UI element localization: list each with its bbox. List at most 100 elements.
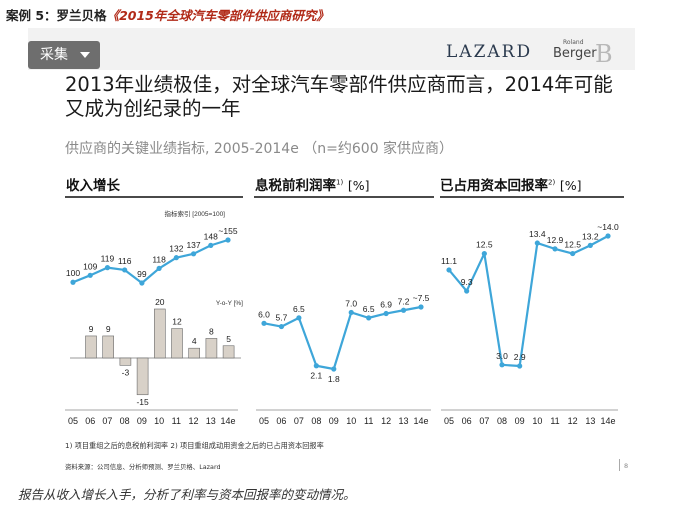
ebit-tick-label: 05 [259, 416, 269, 426]
roce-value-label: 2.9 [514, 352, 526, 362]
roce-tick-label: 10 [532, 416, 542, 426]
roce-point [464, 288, 470, 294]
yoy-bar [85, 335, 97, 359]
roce-line [448, 235, 609, 368]
roce-point [570, 250, 576, 257]
ebit-value-label: 7.2 [398, 296, 410, 306]
ebit-line [263, 305, 422, 371]
roce-tick-label: 05 [444, 416, 454, 426]
ebit-point [296, 315, 302, 321]
roce-point [481, 250, 487, 257]
roce-point [587, 242, 593, 248]
page-number: 8 [624, 462, 629, 470]
panel-rule-revenue [65, 196, 243, 198]
revenue-value-label: 116 [118, 256, 132, 266]
revenue-point [104, 265, 111, 271]
ebit-point [261, 320, 267, 326]
roce-value-label: 9.3 [461, 277, 473, 287]
roce-point [605, 233, 611, 239]
revenue-value-label: 100 [66, 268, 80, 278]
slide-top-bar [28, 28, 635, 70]
yoy-value-label: 12 [172, 317, 182, 327]
roce-tick-label: 13 [585, 416, 595, 426]
revenue-tick-label: 06 [85, 416, 95, 426]
revenue-tick-label: 08 [120, 416, 130, 426]
yoy-value-label: -15 [136, 397, 149, 407]
ebit-point [348, 309, 354, 316]
image-caption: 报告从收入增长入手，分析了利率与资本回报率的变动情况。 [18, 487, 356, 502]
revenue-point [139, 280, 145, 286]
roland-berger-logo: Roland Berger B [551, 38, 621, 68]
revenue-tick-label: 10 [154, 416, 164, 426]
rb-logo-mark: B [595, 40, 613, 68]
ebit-point [400, 307, 407, 313]
roce-value-label: 13.4 [529, 229, 546, 239]
roce-value-label: 12.5 [564, 240, 581, 250]
lazard-logo: LAZARD [446, 42, 533, 62]
panel-rule-ebit [254, 196, 434, 198]
revenue-tick-label: 05 [68, 416, 78, 426]
revenue-tick-label: 14e [220, 416, 235, 426]
revenue-point [122, 267, 128, 273]
roce-value-label: 13.2 [582, 231, 599, 241]
revenue-value-label: 118 [152, 254, 166, 264]
revenue-tick-label: 07 [102, 416, 112, 426]
roce-tick-label: 12 [568, 416, 578, 426]
revenue-value-label: ~155 [218, 226, 237, 236]
ebit-value-label: 7.0 [345, 298, 357, 308]
slide-subtitle: 供应商的关键业绩指标, 2005-2014e （n=约600 家供应商） [65, 141, 454, 157]
yoy-value-label: -3 [122, 367, 130, 377]
panel-title-ebit-sup: 1) [336, 178, 344, 187]
roce-value-label: 11.1 [441, 256, 457, 266]
ebit-value-label: 1.8 [328, 374, 340, 384]
revenue-value-label: 148 [204, 231, 218, 241]
revenue-tick-label: 13 [206, 416, 216, 426]
slide-headline: 2013年业绩极佳，对全球汽车零部件供应商而言，2014年可能又成为创纪录的一年 [65, 73, 613, 120]
page-divider [619, 459, 620, 471]
ebit-value-label: 6.9 [380, 300, 392, 310]
yoy-value-label: 4 [192, 336, 197, 346]
ebit-tick-label: 13 [399, 416, 409, 426]
ebit-tick-label: 12 [381, 416, 391, 426]
ebit-tick-label: 14e [413, 416, 428, 426]
roce-value-label: ~14.0 [597, 222, 619, 232]
roce-tick-label: 09 [515, 416, 525, 426]
revenue-value-label: 109 [83, 261, 97, 271]
ebit-point [313, 363, 319, 369]
panel-title-ebit-unit: [%] [347, 178, 370, 193]
yoy-bar [222, 345, 235, 359]
revenue-tick-label: 11 [172, 416, 181, 426]
roce-value-label: 12.9 [547, 235, 564, 245]
roce-tick-label: 14e [600, 416, 615, 426]
ebit-point [278, 323, 285, 330]
ebit-value-label: 6.5 [293, 304, 305, 314]
report-slide: 采集 LAZARD Roland Berger B 2013年业绩极佳，对全球汽… [28, 28, 635, 478]
roce-point [517, 363, 523, 369]
collect-button[interactable]: 采集 [28, 41, 100, 69]
case-label: 案例 5：罗兰贝格 [6, 8, 107, 23]
yoy-bar [205, 338, 218, 359]
ebit-value-label: 5.7 [276, 313, 288, 323]
rb-logo-name: Berger [553, 46, 597, 61]
case-title: 案例 5：罗兰贝格《2015年全球汽车零部件供应商研究》 [6, 5, 329, 24]
yoy-bar [102, 335, 114, 359]
roce-tick-label: 08 [497, 416, 507, 426]
revenue-point [190, 251, 197, 257]
chevron-down-icon [80, 52, 90, 58]
charts-area: 1000510906119071160899091181013211137121… [65, 209, 619, 426]
panel-rule-roce [440, 196, 624, 198]
panel-title-revenue: 收入增长 [66, 174, 120, 194]
roce-value-label: 3.0 [496, 351, 508, 361]
yoy-bar [119, 357, 132, 366]
ebit-point [366, 315, 372, 321]
panel-title-roce-text: 已占用资本回报率 [440, 178, 548, 194]
revenue-value-label: 99 [137, 269, 147, 279]
revenue-point [70, 279, 76, 285]
yoy-bar [136, 357, 149, 396]
panel-title-ebit: 息税前利润率1) [%] [255, 174, 370, 194]
roce-tick-label: 06 [462, 416, 472, 426]
ebit-tick-label: 11 [364, 416, 373, 426]
yoy-bar [154, 308, 166, 359]
panel-title-ebit-text: 息税前利润率 [255, 178, 336, 194]
roce-tick-label: 07 [479, 416, 489, 426]
